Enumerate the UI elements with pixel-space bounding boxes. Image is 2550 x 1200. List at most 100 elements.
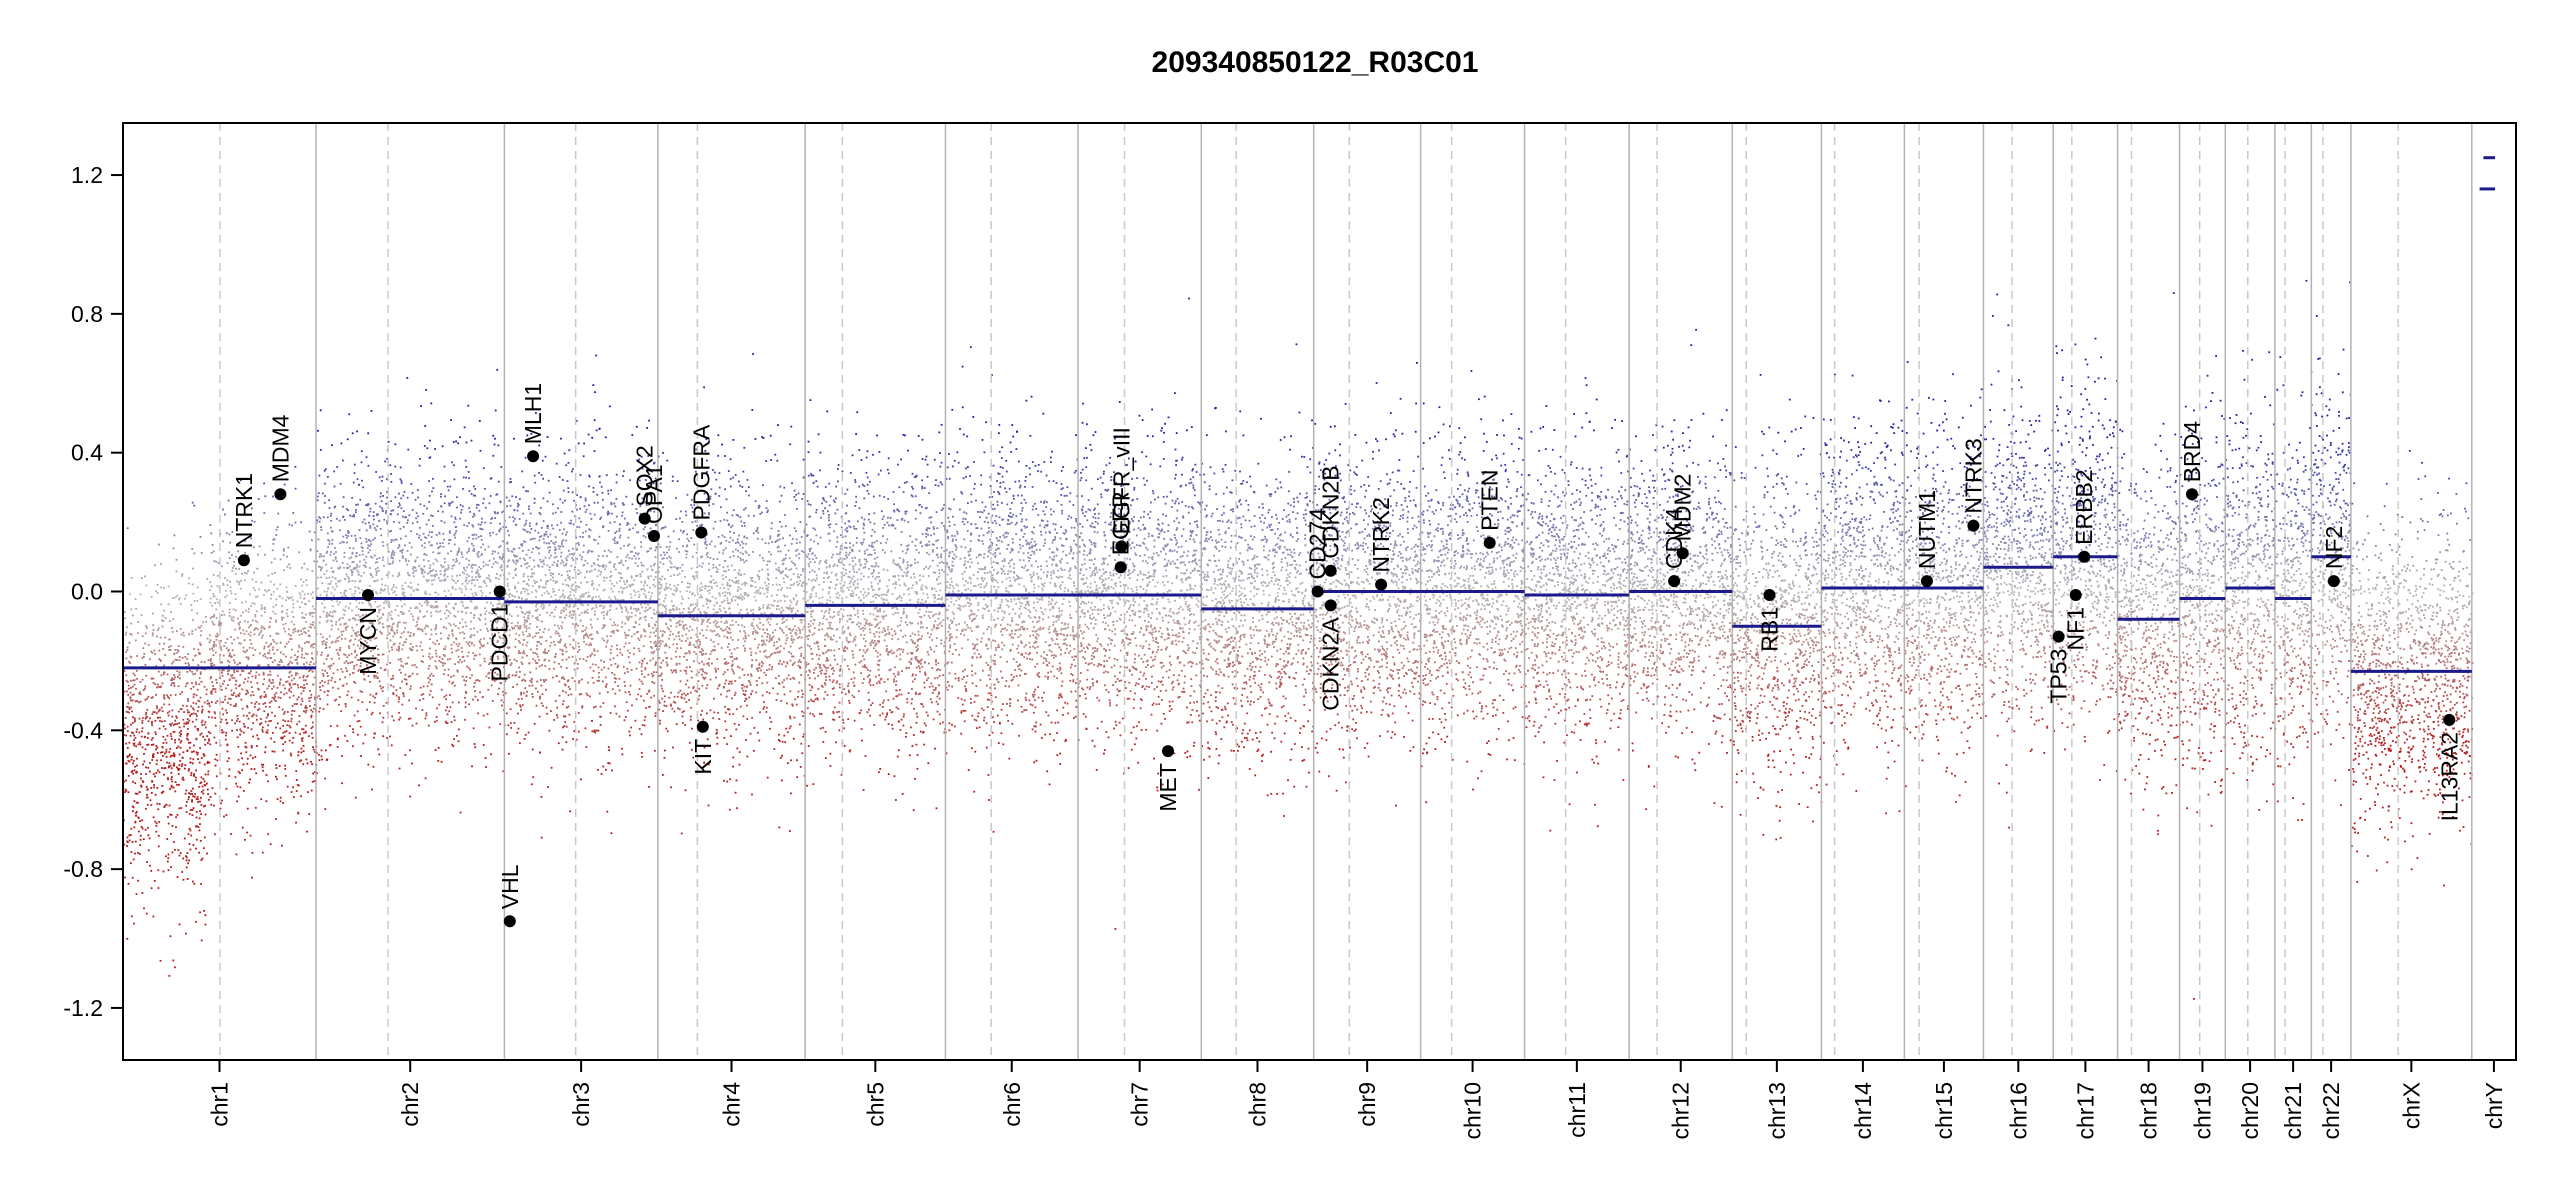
gene-marker-mycn: [362, 589, 374, 601]
y-tick-label: -1.2: [63, 995, 103, 1021]
y-tick-label: -0.8: [63, 856, 103, 882]
gene-label-sox2: SOX2: [632, 445, 658, 506]
gene-marker-sox2: [638, 512, 651, 525]
gene-marker-tp53: [2052, 630, 2065, 643]
gene-label-pdgfra: PDGFRA: [688, 424, 714, 521]
x-tick-label-chr18: chr18: [2136, 1082, 2162, 1140]
probe-dots-chr18: [2117, 292, 2182, 836]
probe-dots-chr4: [658, 353, 807, 835]
gene-label-met: MET: [1155, 763, 1181, 812]
gene-marker-mdm4: [274, 488, 287, 501]
gene-marker-cd274: [1311, 585, 1324, 598]
x-tick-label-chr3: chr3: [568, 1082, 594, 1127]
gene-marker-vhl: [503, 915, 516, 928]
gene-marker-nf2: [2327, 575, 2340, 588]
x-tick-label-chr2: chr2: [397, 1082, 423, 1127]
x-tick-label-chr4: chr4: [719, 1082, 745, 1127]
gene-marker-pdcd1: [493, 585, 506, 598]
x-tick-label-chrY: chrY: [2481, 1082, 2507, 1129]
gene-label-cdkn2a: CDKN2A: [1318, 617, 1344, 711]
gene-label-pdcd1: PDCD1: [487, 604, 513, 682]
x-tick-label-chr13: chr13: [1764, 1082, 1790, 1140]
gene-label-il13ra2: IL13RA2: [2436, 732, 2462, 822]
gene-label-pten: PTEN: [1477, 470, 1503, 531]
x-tick-label-chr9: chr9: [1354, 1082, 1380, 1127]
gene-label-brd4: BRD4: [2179, 421, 2205, 483]
probe-dots-chr9: [1313, 362, 1423, 807]
gene-label-ntrk3: NTRK3: [1960, 438, 1986, 513]
gene-label-vhl: VHL: [497, 864, 523, 909]
gene-marker-met: [1162, 745, 1174, 758]
segments-layer: [123, 156, 2496, 673]
y-tick-label: 0.0: [71, 579, 103, 605]
y-tick-label: 0.8: [71, 301, 103, 327]
gene-label-tp53: TP53: [2046, 649, 2072, 704]
gene-label-opa1: OPA1: [641, 464, 667, 524]
probe-dots-chr6: [945, 346, 1080, 833]
gene-marker-nutm1: [1920, 575, 1933, 588]
probe-dots-chr5: [805, 399, 948, 812]
probe-dots-chr16: [1983, 293, 2055, 829]
gene-marker-kit: [696, 720, 709, 733]
probe-dots-chr7: [1078, 297, 1203, 930]
x-tick-label-chr1: chr1: [207, 1082, 233, 1127]
gene-marker-ntrk2: [1375, 578, 1388, 591]
gene-label-mycn: MYCN: [355, 607, 381, 675]
gene-label-mlh1: MLH1: [520, 383, 546, 444]
x-tick-label-chr12: chr12: [1668, 1082, 1694, 1140]
chart-title: 209340850122_R03C01: [1152, 46, 1479, 79]
probe-dots-chr13: [1732, 374, 1824, 841]
gene-label-cdkn2b: CDKN2B: [1318, 465, 1344, 558]
probe-dots-chr2: [316, 368, 507, 814]
gene-marker-erbb2: [2078, 550, 2091, 563]
gene-marker-egfr_viii: [1115, 540, 1128, 553]
gene-marker-cdkn2b: [1324, 564, 1337, 577]
x-tick-label-chr15: chr15: [1931, 1082, 1957, 1140]
gene-label-egfr_viii: EGFR_vIII: [1108, 427, 1134, 534]
y-axis: 1.2 0.8 0.4 0.0 -0.4 -0.8 -1.2: [63, 162, 123, 1021]
x-tick-label-chr22: chr22: [2318, 1082, 2344, 1140]
x-tick-label-chr17: chr17: [2072, 1082, 2098, 1140]
probe-dots-chr22: [2311, 281, 2353, 807]
probe-dots-layer: [123, 279, 2474, 1000]
gene-marker-ntrk1: [237, 554, 250, 567]
probe-dots-chr8: [1201, 343, 1316, 817]
gene-label-ntrk2: NTRK2: [1368, 497, 1394, 572]
gene-marker-egfr: [1114, 561, 1127, 574]
gene-label-mdm2: MDM2: [1670, 474, 1696, 542]
gene-marker-brd4: [2186, 488, 2198, 501]
x-tick-label-chr10: chr10: [1460, 1082, 1486, 1140]
x-tick-label-chr21: chr21: [2280, 1082, 2306, 1140]
gene-label-kit: KIT: [690, 739, 716, 775]
probe-dots-chr11: [1524, 377, 1631, 832]
x-tick-label-chr20: chr20: [2237, 1082, 2263, 1140]
gene-marker-rb1: [1763, 589, 1776, 601]
gene-marker-pten: [1483, 536, 1496, 549]
gene-marker-cdkn2a: [1324, 599, 1337, 612]
probe-dots-chr1: [123, 465, 318, 977]
gene-label-rb1: RB1: [1757, 607, 1783, 652]
gene-marker-mdm2: [1676, 547, 1689, 560]
x-tick-label-chr8: chr8: [1244, 1082, 1270, 1127]
x-tick-label-chr7: chr7: [1127, 1082, 1153, 1127]
gene-marker-ntrk3: [1967, 519, 1980, 532]
x-tick-label-chr11: chr11: [1564, 1082, 1590, 1138]
gene-label-erbb2: ERBB2: [2071, 469, 2097, 544]
gene-marker-mlh1: [527, 450, 540, 463]
x-tick-label-chr19: chr19: [2189, 1082, 2215, 1140]
x-tick-label-chr14: chr14: [1850, 1082, 1876, 1140]
probe-dots-chr17: [2053, 337, 2120, 781]
x-tick-label-chrX: chrX: [2398, 1082, 2424, 1129]
gene-label-nutm1: NUTM1: [1914, 490, 1940, 569]
gene-label-nf1: NF1: [2063, 607, 2089, 650]
gene-label-ntrk1: NTRK1: [231, 473, 257, 548]
probe-dots-chr15: [1904, 361, 1985, 803]
gene-label-nf2: NF2: [2321, 526, 2347, 569]
x-tick-label-chr16: chr16: [2005, 1082, 2031, 1140]
probe-dots-chr14: [1821, 373, 1907, 815]
x-axis: chr1 chr2 chr3 chr4 chr5 chr6 chr7 chr8 chr9 chr1…: [207, 1060, 2507, 1140]
x-tick-label-chr5: chr5: [862, 1082, 888, 1127]
gene-marker-cdk4: [1668, 575, 1681, 588]
